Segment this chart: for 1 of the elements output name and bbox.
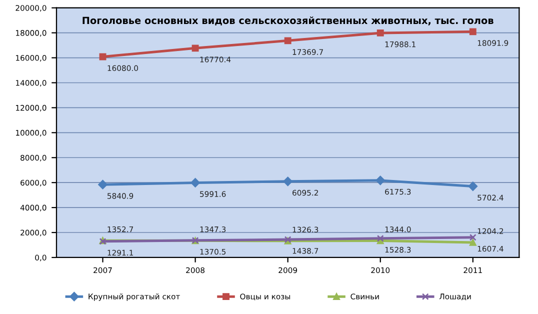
text: Поголовье основных видов сельскохозяйственных животных, тыс. голов	[82, 16, 494, 26]
